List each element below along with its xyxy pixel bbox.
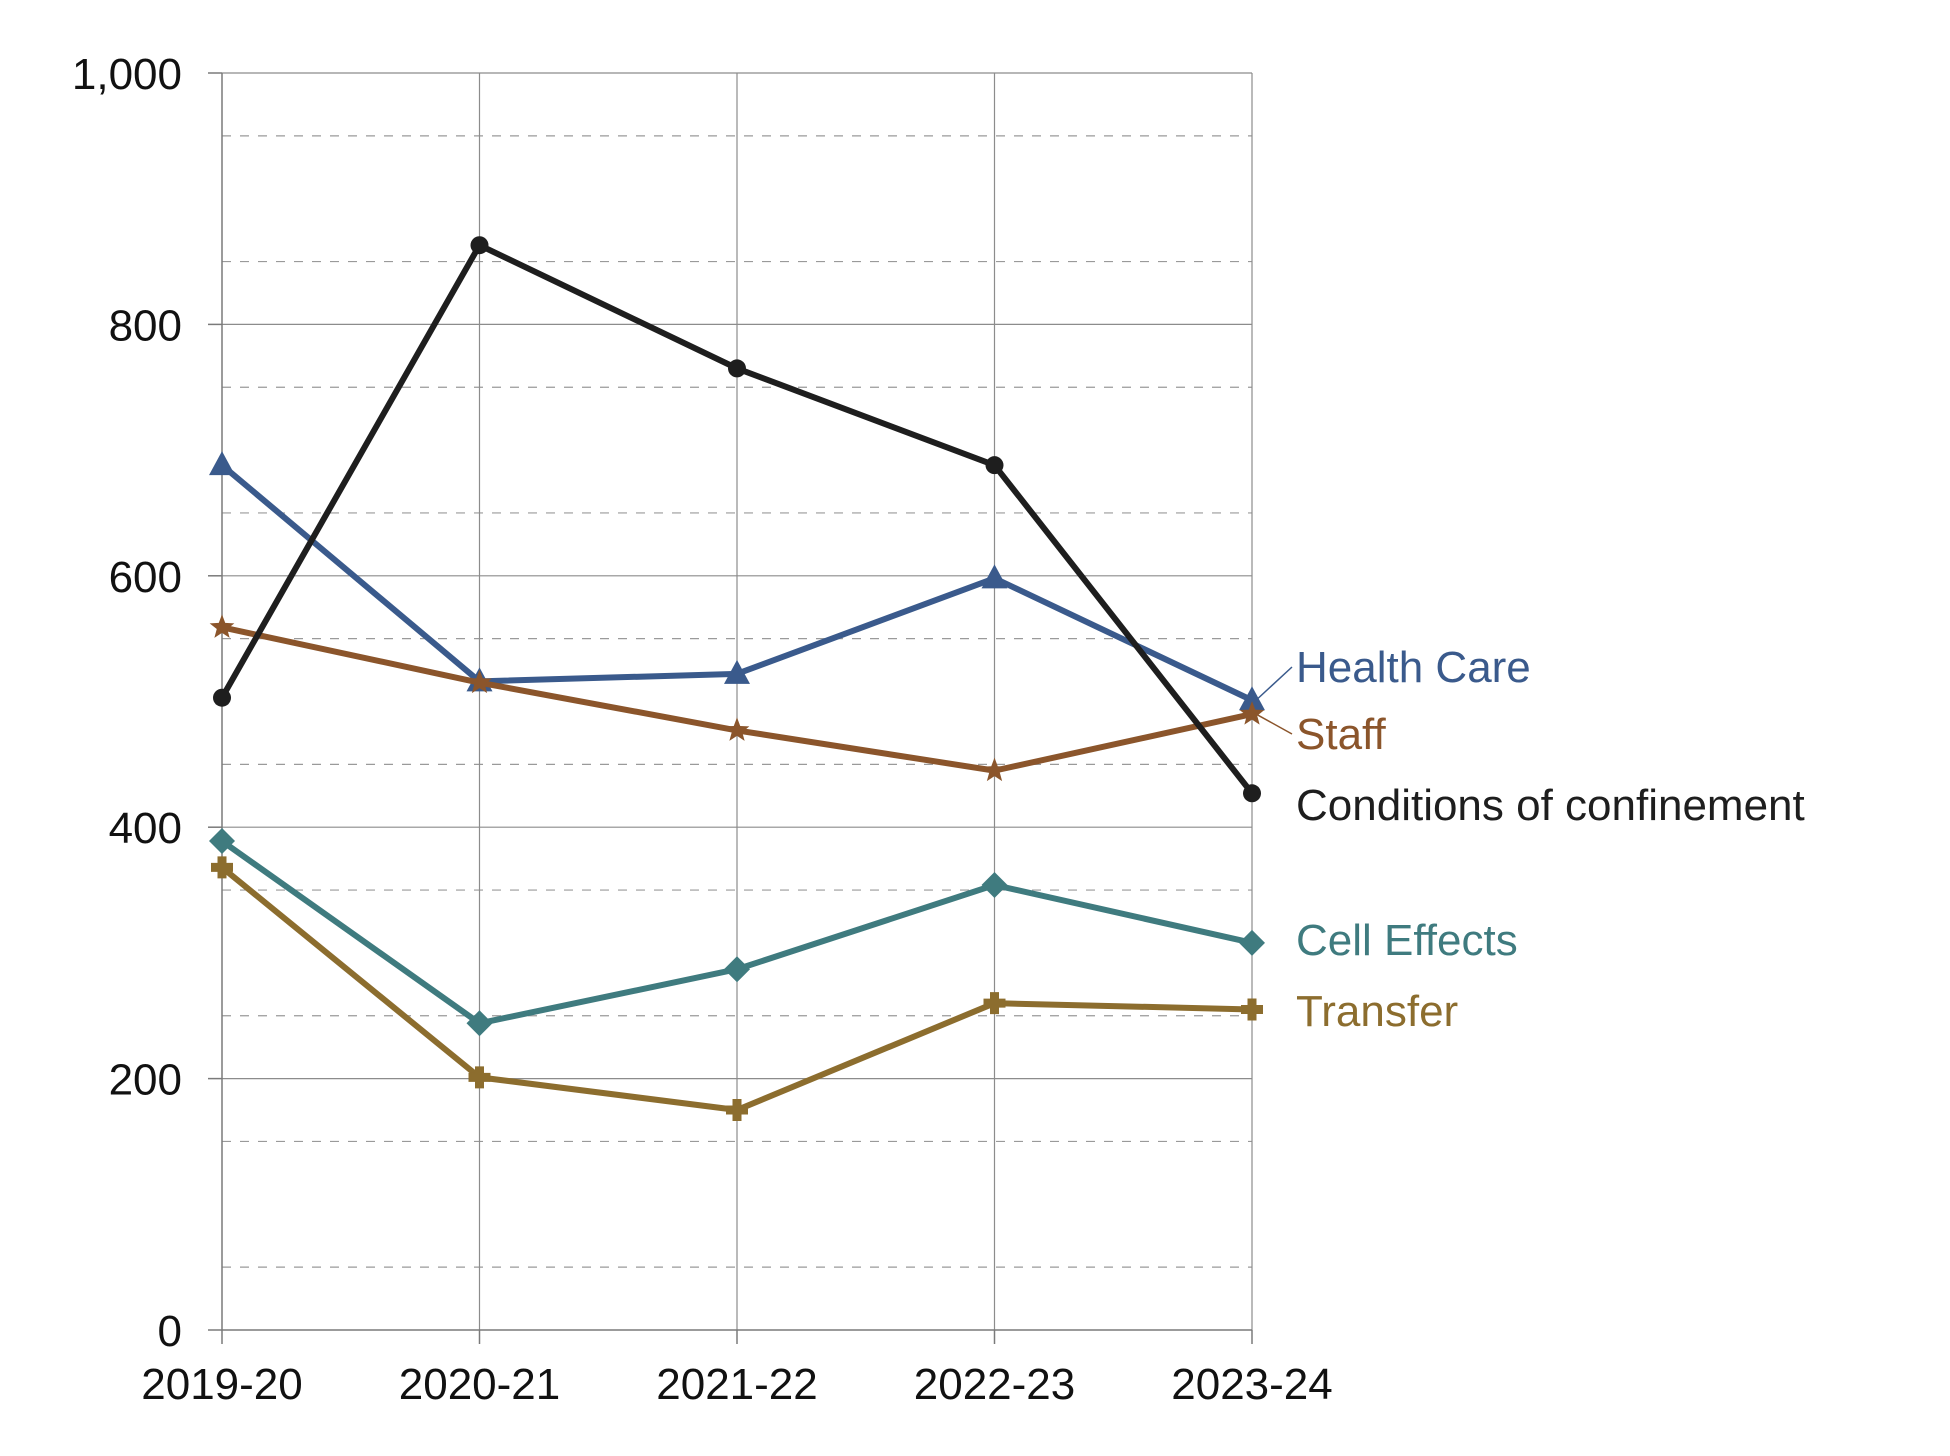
data-point	[470, 236, 489, 255]
label-leader-line	[1255, 666, 1293, 701]
data-point	[981, 872, 1008, 899]
x-tick-label: 2020-21	[399, 1360, 560, 1409]
data-point	[211, 856, 233, 879]
y-tick-label: 1,000	[72, 50, 182, 99]
series-label: Transfer	[1296, 987, 1458, 1036]
x-tick-label: 2019-20	[141, 1360, 302, 1409]
data-point	[728, 359, 746, 378]
data-point	[1239, 929, 1265, 956]
data-point	[468, 1066, 491, 1089]
axes: 0 200 400 600 800 1,000 2019-20 2020-21 2021-22 2…	[72, 50, 1333, 1409]
data-point	[1239, 701, 1265, 725]
series-label: Staff	[1296, 710, 1386, 759]
series-conditions-of-confinement	[213, 236, 1261, 803]
data-point	[981, 564, 1008, 589]
series-transfer	[211, 856, 1263, 1122]
data-point	[209, 614, 235, 638]
series-label: Health Care	[1296, 643, 1531, 692]
x-tick-label: 2022-23	[914, 1360, 1075, 1409]
data-point	[724, 956, 750, 983]
grid	[222, 72, 1253, 1330]
data-point	[1243, 784, 1261, 803]
y-tick-label: 600	[109, 553, 182, 602]
x-tick-label: 2021-22	[656, 1360, 817, 1409]
data-point	[726, 1099, 748, 1122]
series-label: Cell Effects	[1296, 916, 1518, 965]
data-point	[209, 451, 235, 476]
data-point	[982, 757, 1007, 782]
y-tick-label: 400	[109, 804, 182, 853]
data-point	[724, 717, 750, 741]
label-leader-line	[1255, 713, 1293, 735]
x-tick-label: 2023-24	[1171, 1360, 1332, 1409]
series-cell-effects	[209, 828, 1265, 1037]
data-point	[985, 456, 1004, 475]
series-staff	[209, 614, 1265, 782]
series-labels: Health Care Staff Conditions of confinemen…	[1255, 643, 1805, 1036]
y-tick-label: 200	[109, 1056, 182, 1105]
data-point	[724, 659, 750, 684]
series-group	[209, 236, 1265, 1122]
data-point	[467, 669, 492, 694]
data-point	[209, 828, 235, 855]
y-tick-label: 800	[109, 301, 182, 350]
series-label: Conditions of confinement	[1296, 781, 1805, 830]
data-point	[213, 688, 231, 707]
data-point	[1241, 998, 1263, 1021]
data-point	[1239, 686, 1265, 711]
data-point	[983, 992, 1006, 1015]
data-point	[466, 1010, 493, 1037]
y-tick-label: 0	[158, 1307, 182, 1356]
